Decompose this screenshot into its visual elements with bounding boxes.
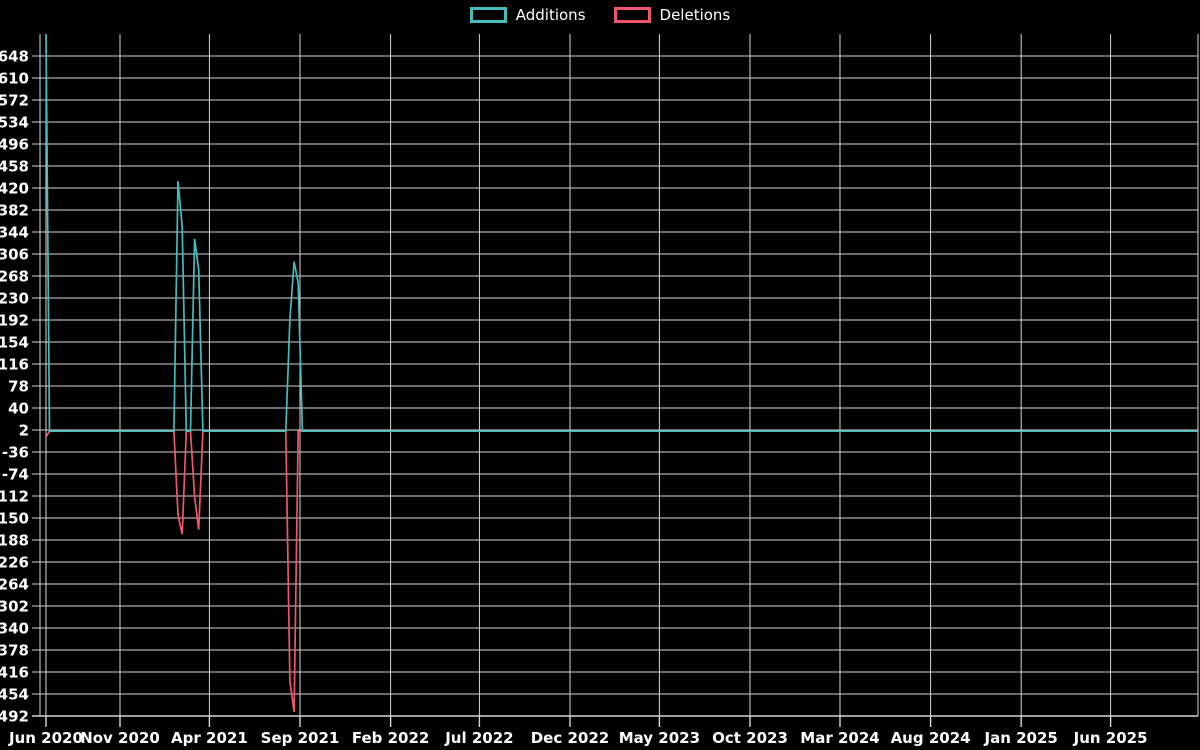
y-tick-label: 230 (0, 290, 29, 308)
y-tick-label: -416 (0, 664, 29, 682)
x-tick-label: Sep 2021 (261, 729, 340, 747)
chart-legend: Additions Deletions (0, 6, 1200, 24)
y-tick-label: 344 (0, 224, 29, 242)
series-line-additions (45, 33, 1198, 433)
y-tick-label: 268 (0, 268, 29, 286)
y-tick-label: -454 (0, 686, 29, 704)
y-tick-label: -264 (0, 576, 29, 594)
x-tick-label: Mar 2024 (800, 729, 879, 747)
x-tick-label: Dec 2022 (531, 729, 610, 747)
y-tick-label: -302 (0, 598, 29, 616)
series-line-deletions (45, 430, 1198, 713)
y-tick-label: 2 (19, 422, 29, 440)
y-tick-label: 458 (0, 158, 29, 176)
y-tick-label: 382 (0, 202, 29, 220)
legend-item-deletions[interactable]: Deletions (613, 6, 731, 24)
y-tick-label: 496 (0, 136, 29, 154)
y-tick-label: -226 (0, 554, 29, 572)
y-tick-label: -492 (0, 708, 29, 726)
y-tick-label: 648 (0, 48, 29, 66)
y-tick-label: 610 (0, 70, 29, 88)
y-tick-label: -378 (0, 642, 29, 660)
y-tick-label: 572 (0, 92, 29, 110)
y-tick-label: -340 (0, 620, 29, 638)
y-tick-label: 192 (0, 312, 29, 330)
y-tick-label: 40 (8, 400, 29, 418)
x-tick-label: Feb 2022 (352, 729, 430, 747)
x-tick-label: Apr 2021 (171, 729, 248, 747)
x-tick-label: Aug 2024 (891, 729, 971, 747)
y-tick-label: -112 (0, 488, 29, 506)
y-tick-label: 306 (0, 246, 29, 264)
x-tick-label: Jan 2025 (983, 729, 1057, 747)
x-tick-label: Oct 2023 (712, 729, 788, 747)
y-tick-label: 420 (0, 180, 29, 198)
x-tick-label: Jun 2025 (1073, 729, 1148, 747)
deletions-swatch-icon (613, 7, 651, 23)
y-tick-label: -36 (2, 444, 29, 462)
x-tick-label: Jul 2022 (444, 729, 513, 747)
legend-label-additions: Additions (515, 6, 586, 24)
legend-item-additions[interactable]: Additions (469, 6, 586, 24)
x-tick-label: Nov 2020 (80, 729, 160, 747)
x-tick-label: May 2023 (619, 729, 700, 747)
y-tick-label: -74 (2, 466, 29, 484)
additions-swatch-icon (469, 7, 507, 23)
y-tick-label: -188 (0, 532, 29, 550)
y-tick-label: 154 (0, 334, 29, 352)
legend-label-deletions: Deletions (659, 6, 731, 24)
y-tick-label: 534 (0, 114, 29, 132)
x-tick-label: Jun 2020 (8, 729, 83, 747)
y-tick-label: -150 (0, 510, 29, 528)
y-tick-label: 116 (0, 356, 29, 374)
y-tick-label: 78 (8, 378, 29, 396)
